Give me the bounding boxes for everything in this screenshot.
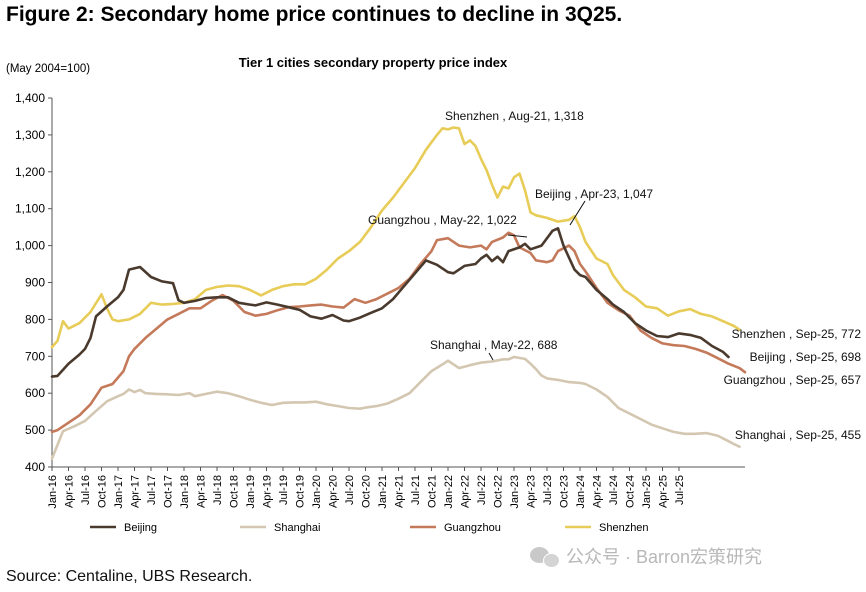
x-tick-label: Apr-23: [526, 475, 538, 508]
legend-label-shanghai: Shanghai: [274, 522, 321, 534]
y-tick-label: 1,200: [15, 165, 45, 179]
legend-label-beijing: Beijing: [124, 522, 157, 534]
y-tick-label: 500: [25, 423, 45, 437]
y-tick-label: 800: [25, 312, 45, 326]
x-tick-label: Jul-16: [80, 475, 92, 505]
annotation-leader-guangzhou: [507, 234, 528, 238]
y-tick-label: 1,300: [15, 128, 45, 142]
annotation-guangzhou: Guangzhou , May-22, 1,022: [368, 213, 517, 227]
figure-title: Figure 2: Secondary home price continues…: [6, 3, 623, 26]
x-tick-label: Jul-22: [476, 475, 488, 505]
x-tick-label: Oct-19: [295, 475, 307, 508]
annotation-shenzhen: Shenzhen , Aug-21, 1,318: [445, 109, 584, 123]
wechat-icon: [530, 545, 560, 568]
x-tick-label: Jan-22: [443, 475, 455, 509]
x-tick-label: Oct-16: [97, 475, 109, 508]
series-line-guangzhou: [50, 231, 747, 434]
series-line-beijing: [50, 227, 730, 378]
x-tick-label: Jan-24: [575, 475, 587, 509]
x-tick-label: Apr-25: [658, 475, 670, 508]
y-tick-label: 600: [25, 386, 45, 400]
annotation-leader-shanghai: [488, 352, 494, 361]
x-tick-label: Apr-17: [130, 475, 142, 508]
annotation-shenzhen: Shenzhen , Sep-25, 772: [732, 327, 862, 341]
source-note: Source: Centaline, UBS Research.: [6, 568, 253, 585]
watermark: 公众号 · Barron宏策研究: [530, 543, 762, 569]
annotation-shanghai: Shanghai , May-22, 688: [430, 338, 558, 352]
x-tick-label: Jul-21: [410, 475, 422, 505]
y-axis-unit: (May 2004=100): [6, 63, 90, 75]
x-tick-label: Oct-23: [559, 475, 571, 508]
x-tick-label: Jul-23: [542, 475, 554, 505]
y-tick-label: 1,100: [15, 202, 45, 216]
x-tick-label: Apr-24: [592, 475, 604, 508]
y-tick-label: 1,000: [15, 239, 45, 253]
x-tick-label: Oct-20: [361, 475, 373, 508]
y-tick-label: 400: [25, 460, 45, 474]
x-tick-label: Oct-21: [427, 475, 439, 508]
annotation-beijing: Beijing , Sep-25, 698: [750, 350, 862, 364]
x-tick-label: Jul-17: [146, 475, 158, 505]
x-tick-label: Jan-25: [641, 475, 653, 509]
annotation-guangzhou: Guangzhou , Sep-25, 657: [724, 373, 862, 387]
watermark-text: 公众号 · Barron宏策研究: [566, 547, 763, 567]
x-tick-label: Jan-19: [245, 475, 257, 509]
legend-label-shenzhen: Shenzhen: [599, 522, 649, 534]
x-tick-label: Jan-18: [179, 475, 191, 509]
x-tick-label: Apr-20: [328, 475, 340, 508]
y-tick-label: 1,400: [15, 91, 45, 105]
legend-label-guangzhou: Guangzhou: [444, 522, 501, 534]
annotation-beijing: Beijing , Apr-23, 1,047: [535, 187, 653, 201]
x-tick-label: Jan-21: [377, 475, 389, 509]
x-tick-label: Oct-22: [493, 475, 505, 508]
x-tick-label: Jul-25: [674, 475, 686, 505]
x-tick-label: Oct-24: [625, 475, 637, 508]
x-tick-label: Apr-22: [460, 475, 472, 508]
annotation-shanghai: Shanghai , Sep-25, 455: [735, 428, 861, 442]
x-tick-label: Apr-18: [196, 475, 208, 508]
x-tick-label: Jan-16: [47, 475, 59, 509]
x-tick-label: Jan-17: [113, 475, 125, 509]
y-tick-label: 900: [25, 276, 45, 290]
x-tick-label: Jul-18: [212, 475, 224, 505]
y-tick-label: 700: [25, 349, 45, 363]
x-tick-label: Apr-19: [262, 475, 274, 508]
x-tick-label: Jul-24: [608, 475, 620, 505]
x-tick-label: Oct-17: [163, 475, 175, 508]
series-line-shenzhen: [50, 126, 741, 349]
x-tick-label: Jul-19: [278, 475, 290, 505]
x-tick-label: Oct-18: [229, 475, 241, 508]
x-tick-label: Apr-21: [394, 475, 406, 508]
x-tick-label: Jan-23: [509, 475, 521, 509]
chart-title: Tier 1 cities secondary property price i…: [239, 55, 508, 70]
x-tick-label: Jan-20: [311, 475, 323, 509]
annotation-leader-beijing: [569, 200, 586, 226]
series-line-shanghai: [50, 355, 741, 460]
x-tick-label: Apr-16: [64, 475, 76, 508]
x-tick-label: Jul-20: [344, 475, 356, 505]
